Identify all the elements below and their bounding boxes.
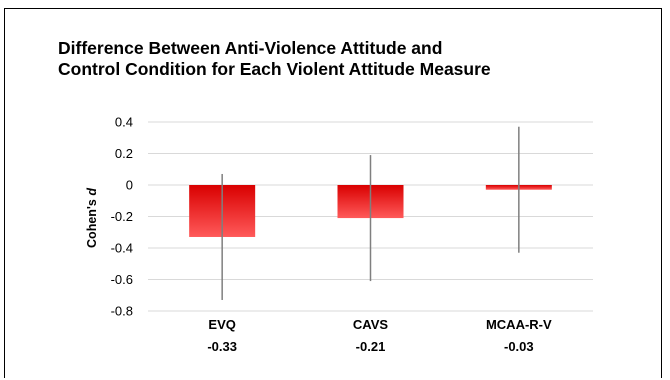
value-label: -0.03 — [504, 339, 534, 354]
error-bars — [221, 126, 520, 300]
chart-title-line-1: Difference Between Anti-Violence Attitud… — [58, 38, 443, 58]
y-tick-label: 0 — [126, 178, 133, 193]
y-tick-label: -0.6 — [111, 272, 133, 287]
y-tick-label: -0.8 — [111, 304, 133, 319]
value-label: -0.33 — [207, 339, 237, 354]
y-tick-label: 0.2 — [115, 146, 133, 161]
x-tick-label: CAVS — [353, 317, 388, 332]
chart-frame — [4, 8, 662, 378]
chart-title-line-2: Control Condition for Each Violent Attit… — [58, 59, 491, 79]
value-label: -0.21 — [356, 339, 386, 354]
y-tick-label: -0.4 — [111, 241, 133, 256]
y-tick-label: 0.4 — [115, 115, 133, 130]
chart-title: Difference Between Anti-Violence Attitud… — [58, 38, 618, 80]
y-tick-label: -0.2 — [111, 209, 133, 224]
x-tick-labels: EVQ -0.33 CAVS -0.21 MCAA-R-V -0.03 — [207, 317, 552, 354]
x-tick-label: MCAA-R-V — [486, 317, 552, 332]
x-tick-label: EVQ — [208, 317, 235, 332]
y-axis-label: Cohen's d — [85, 188, 99, 248]
y-tick-labels: 0.4 0.2 0 -0.2 -0.4 -0.6 -0.8 — [111, 115, 133, 319]
